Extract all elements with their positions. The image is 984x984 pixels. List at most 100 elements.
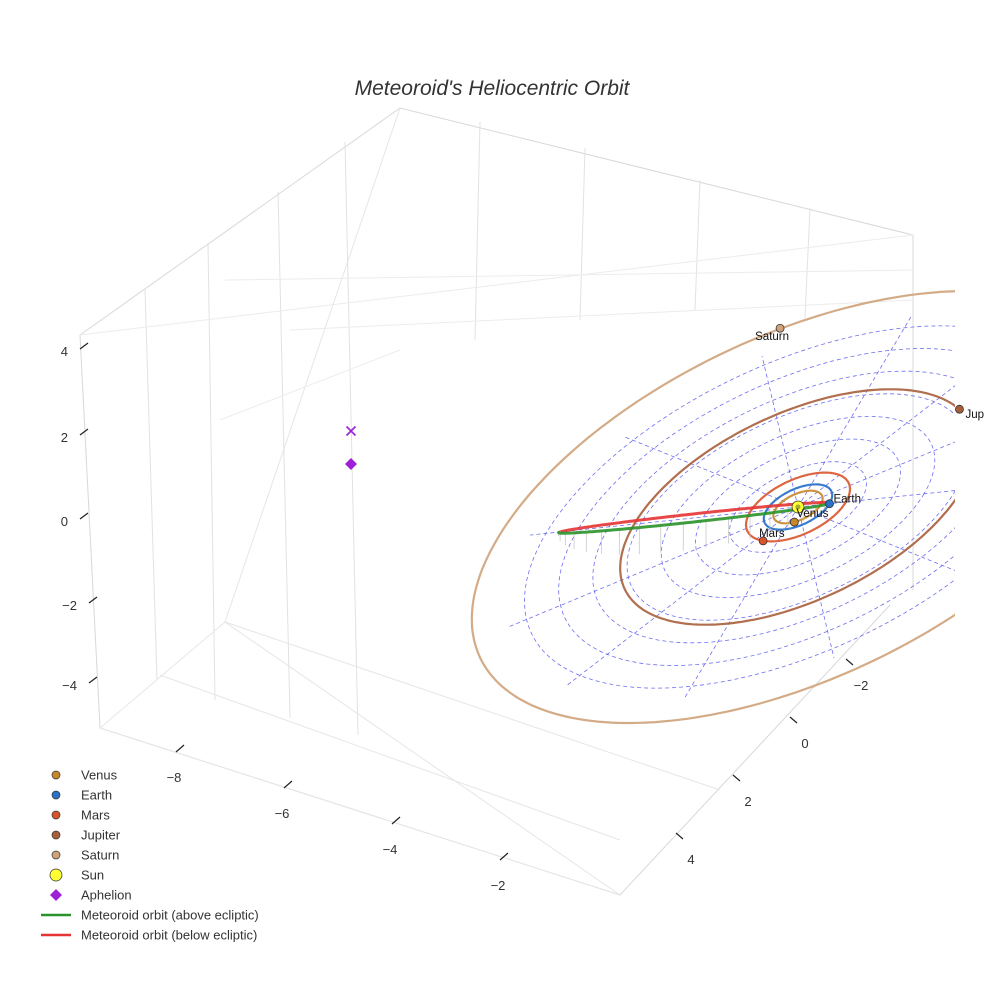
x-tick-label: −6 xyxy=(275,806,290,821)
legend-swatch-circle xyxy=(51,810,61,820)
box-gridline xyxy=(159,674,621,841)
box-gridline xyxy=(99,621,226,729)
axis-panes xyxy=(79,107,914,896)
box-gridline xyxy=(474,121,481,341)
legend-item: Aphelion xyxy=(50,888,132,903)
z-tick-label: 2 xyxy=(61,430,68,445)
z-tick-label: 0 xyxy=(61,514,68,529)
legend-swatch-circle xyxy=(51,830,61,840)
y-tick-mark xyxy=(789,716,798,724)
planet-orbits xyxy=(470,290,955,725)
planet-jupiter xyxy=(955,404,964,414)
ecliptic-spoke xyxy=(797,316,912,508)
z-tick-mark xyxy=(79,342,89,350)
ecliptic-spoke xyxy=(797,385,955,508)
legend-item: Saturn xyxy=(51,848,119,863)
y-tick-label: 0 xyxy=(801,736,808,751)
x-tick-mark xyxy=(391,816,401,825)
legend-item: Mars xyxy=(51,808,110,823)
box-gridline xyxy=(694,179,701,311)
legend-item: Jupiter xyxy=(51,828,121,843)
ecliptic-spoke xyxy=(797,506,955,571)
ecliptic-spoke xyxy=(684,506,799,698)
x-tick-mark xyxy=(499,852,509,861)
planet-label-saturn: Saturn xyxy=(755,331,789,343)
aphelion-projection-marker xyxy=(345,425,357,437)
aphelion-marker xyxy=(345,458,357,470)
axis-ticks: 4 2 0 −2 −4 −8 −6 −4 −2 −2 0 2 4 xyxy=(61,342,869,893)
legend-label: Sun xyxy=(81,868,104,883)
box-gridline xyxy=(579,147,586,321)
x-tick-label: −2 xyxy=(491,878,506,893)
box-gridline xyxy=(99,727,621,896)
legend-item: Meteoroid orbit (above ecliptic) xyxy=(41,908,259,923)
celestial-bodies: Venus Earth Mars Jupiter Saturn xyxy=(345,323,984,546)
box-edge-back xyxy=(224,107,621,896)
z-tick-label: −4 xyxy=(62,678,77,693)
legend-swatch-diamond xyxy=(50,889,62,901)
box-gridline xyxy=(277,191,291,719)
legend-swatch-sun xyxy=(49,868,63,882)
sun-core xyxy=(795,504,801,510)
x-tick-label: −8 xyxy=(167,770,182,785)
legend-item: Meteoroid orbit (below ecliptic) xyxy=(41,928,257,943)
planet-label-earth: Earth xyxy=(834,494,862,506)
z-tick-label: 4 xyxy=(61,344,68,359)
y-tick-mark xyxy=(732,774,741,782)
legend-item: Earth xyxy=(51,788,112,803)
box-gridline xyxy=(224,269,914,281)
y-tick-mark xyxy=(675,832,684,840)
z-tick-mark xyxy=(88,676,98,684)
orbit-saturn xyxy=(470,290,955,725)
orbit-mars xyxy=(744,471,852,543)
meteoroid-orbit-below xyxy=(560,500,833,534)
legend-label: Saturn xyxy=(81,848,119,863)
box-gridline xyxy=(219,349,401,421)
ecliptic-spoke xyxy=(797,441,955,508)
legend-label: Earth xyxy=(81,788,112,803)
ecliptic-ring xyxy=(660,415,936,599)
legend-item: Sun xyxy=(49,868,104,883)
z-tick-label: −2 xyxy=(62,598,77,613)
y-tick-label: −2 xyxy=(854,678,869,693)
legend-label: Jupiter xyxy=(81,828,121,843)
x-tick-mark xyxy=(175,744,185,753)
ecliptic-ring xyxy=(695,438,901,576)
legend: Venus Earth Mars Jupiter Saturn Sun Aphelion Me… xyxy=(41,768,259,943)
planet-label-jupiter: Jupiter xyxy=(965,409,984,421)
planet-label-venus: Venus xyxy=(796,508,828,520)
z-tick-mark xyxy=(88,596,98,604)
box-gridline xyxy=(224,621,721,791)
legend-item: Venus xyxy=(51,768,118,783)
z-tick-mark xyxy=(79,428,89,436)
box-gridline xyxy=(79,234,914,336)
orbit-jupiter xyxy=(619,388,955,626)
planet-earth xyxy=(825,499,834,509)
ecliptic-ring xyxy=(626,393,955,621)
box-edge-top xyxy=(79,107,914,590)
orbit-earth xyxy=(762,483,834,531)
legend-label: Aphelion xyxy=(81,888,132,903)
ecliptic-spoke xyxy=(622,435,799,508)
legend-label: Venus xyxy=(81,768,118,783)
ecliptic-spoke xyxy=(797,490,955,508)
x-tick-label: −4 xyxy=(383,842,398,857)
planet-label-mars: Mars xyxy=(759,528,785,540)
chart-title: Meteoroid's Heliocentric Orbit xyxy=(355,77,631,100)
legend-label: Meteoroid orbit (below ecliptic) xyxy=(81,928,257,943)
z-tick-mark xyxy=(79,512,89,520)
planet-venus xyxy=(789,517,799,527)
y-tick-label: 4 xyxy=(687,852,694,867)
y-tick-mark xyxy=(845,658,854,666)
planet-saturn xyxy=(775,323,785,333)
legend-label: Meteoroid orbit (above ecliptic) xyxy=(81,908,259,923)
x-tick-mark xyxy=(283,780,293,789)
planet-mars xyxy=(758,536,768,546)
box-gridline xyxy=(289,299,914,331)
y-tick-label: 2 xyxy=(744,794,751,809)
ecliptic-spoke xyxy=(797,506,835,658)
legend-swatch-circle xyxy=(51,790,61,800)
ecliptic-spoke xyxy=(761,356,799,508)
orbit-venus xyxy=(772,489,824,525)
